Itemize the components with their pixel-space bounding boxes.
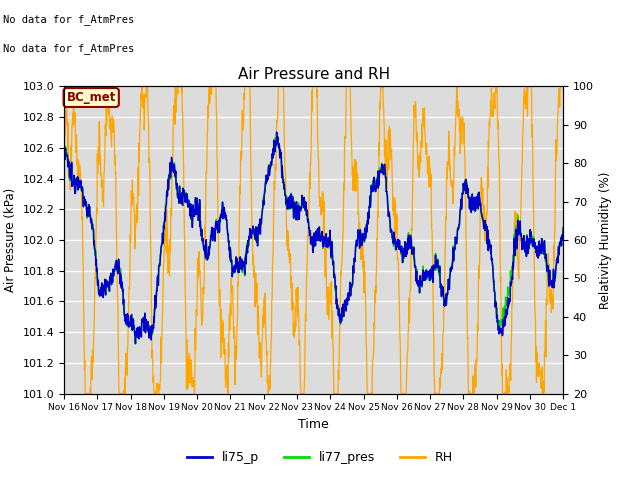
Y-axis label: Air Pressure (kPa): Air Pressure (kPa) xyxy=(4,188,17,292)
Legend: li75_p, li77_pres, RH: li75_p, li77_pres, RH xyxy=(182,446,458,469)
Text: No data for f_AtmPres: No data for f_AtmPres xyxy=(3,14,134,25)
Text: No data for f_AtmPres: No data for f_AtmPres xyxy=(3,43,134,54)
X-axis label: Time: Time xyxy=(298,418,329,431)
Title: Air Pressure and RH: Air Pressure and RH xyxy=(237,68,390,83)
Y-axis label: Relativity Humidity (%): Relativity Humidity (%) xyxy=(600,171,612,309)
Text: BC_met: BC_met xyxy=(67,91,116,104)
